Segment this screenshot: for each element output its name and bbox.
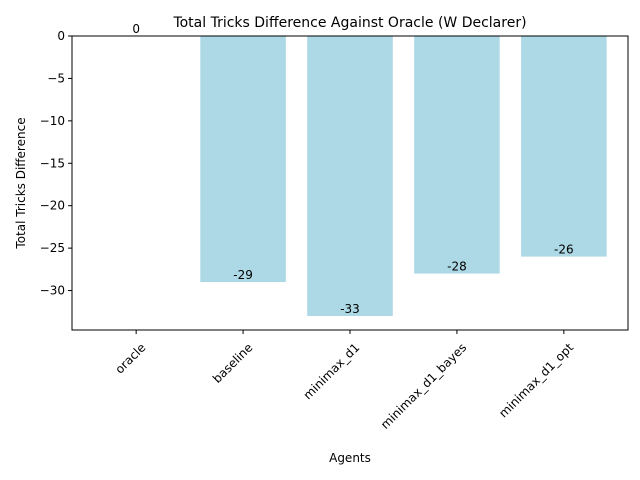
data-label-oracle: 0 [132, 22, 140, 36]
data-label-baseline: -29 [233, 268, 253, 282]
x-tick-label-minimax_d1_bayes: minimax_d1_bayes [378, 340, 469, 431]
data-label-minimax_d1: -33 [340, 302, 360, 316]
y-tick-label: −25 [40, 241, 65, 255]
data-label-minimax_d1_opt: -26 [554, 243, 574, 257]
chart-title: Total Tricks Difference Against Oracle (… [172, 15, 526, 31]
y-axis-ticks: 0 −5 −10 −15 −20 −25 −30 [40, 29, 72, 298]
y-tick-label: 0 [57, 29, 65, 43]
y-tick-label: −15 [40, 156, 65, 170]
x-tick-label-baseline: baseline [210, 340, 255, 385]
y-tick-label: −20 [40, 199, 65, 213]
bar-minimax_d1_opt [521, 36, 607, 257]
x-tick-label-oracle: oracle [112, 340, 148, 376]
x-tick-label-minimax_d1_opt: minimax_d1_opt [496, 340, 576, 420]
y-tick-label: −30 [40, 284, 65, 298]
y-axis-label: Total Tricks Difference [14, 117, 28, 249]
x-tick-label-minimax_d1: minimax_d1 [301, 340, 363, 402]
bar-baseline [200, 36, 286, 283]
data-label-minimax_d1_bayes: -28 [447, 260, 467, 274]
bars-group [200, 36, 607, 316]
bar-minimax_d1 [307, 36, 393, 316]
y-tick-label: −5 [47, 71, 65, 85]
bar-minimax_d1_bayes [414, 36, 500, 274]
x-axis-label: Agents [329, 451, 371, 465]
x-axis-ticks: oracle baseline minimax_d1 minimax_d1_bayes… [112, 330, 576, 432]
y-tick-label: −10 [40, 114, 65, 128]
data-labels-group: 0 -29 -33 -28 -26 [132, 22, 573, 316]
